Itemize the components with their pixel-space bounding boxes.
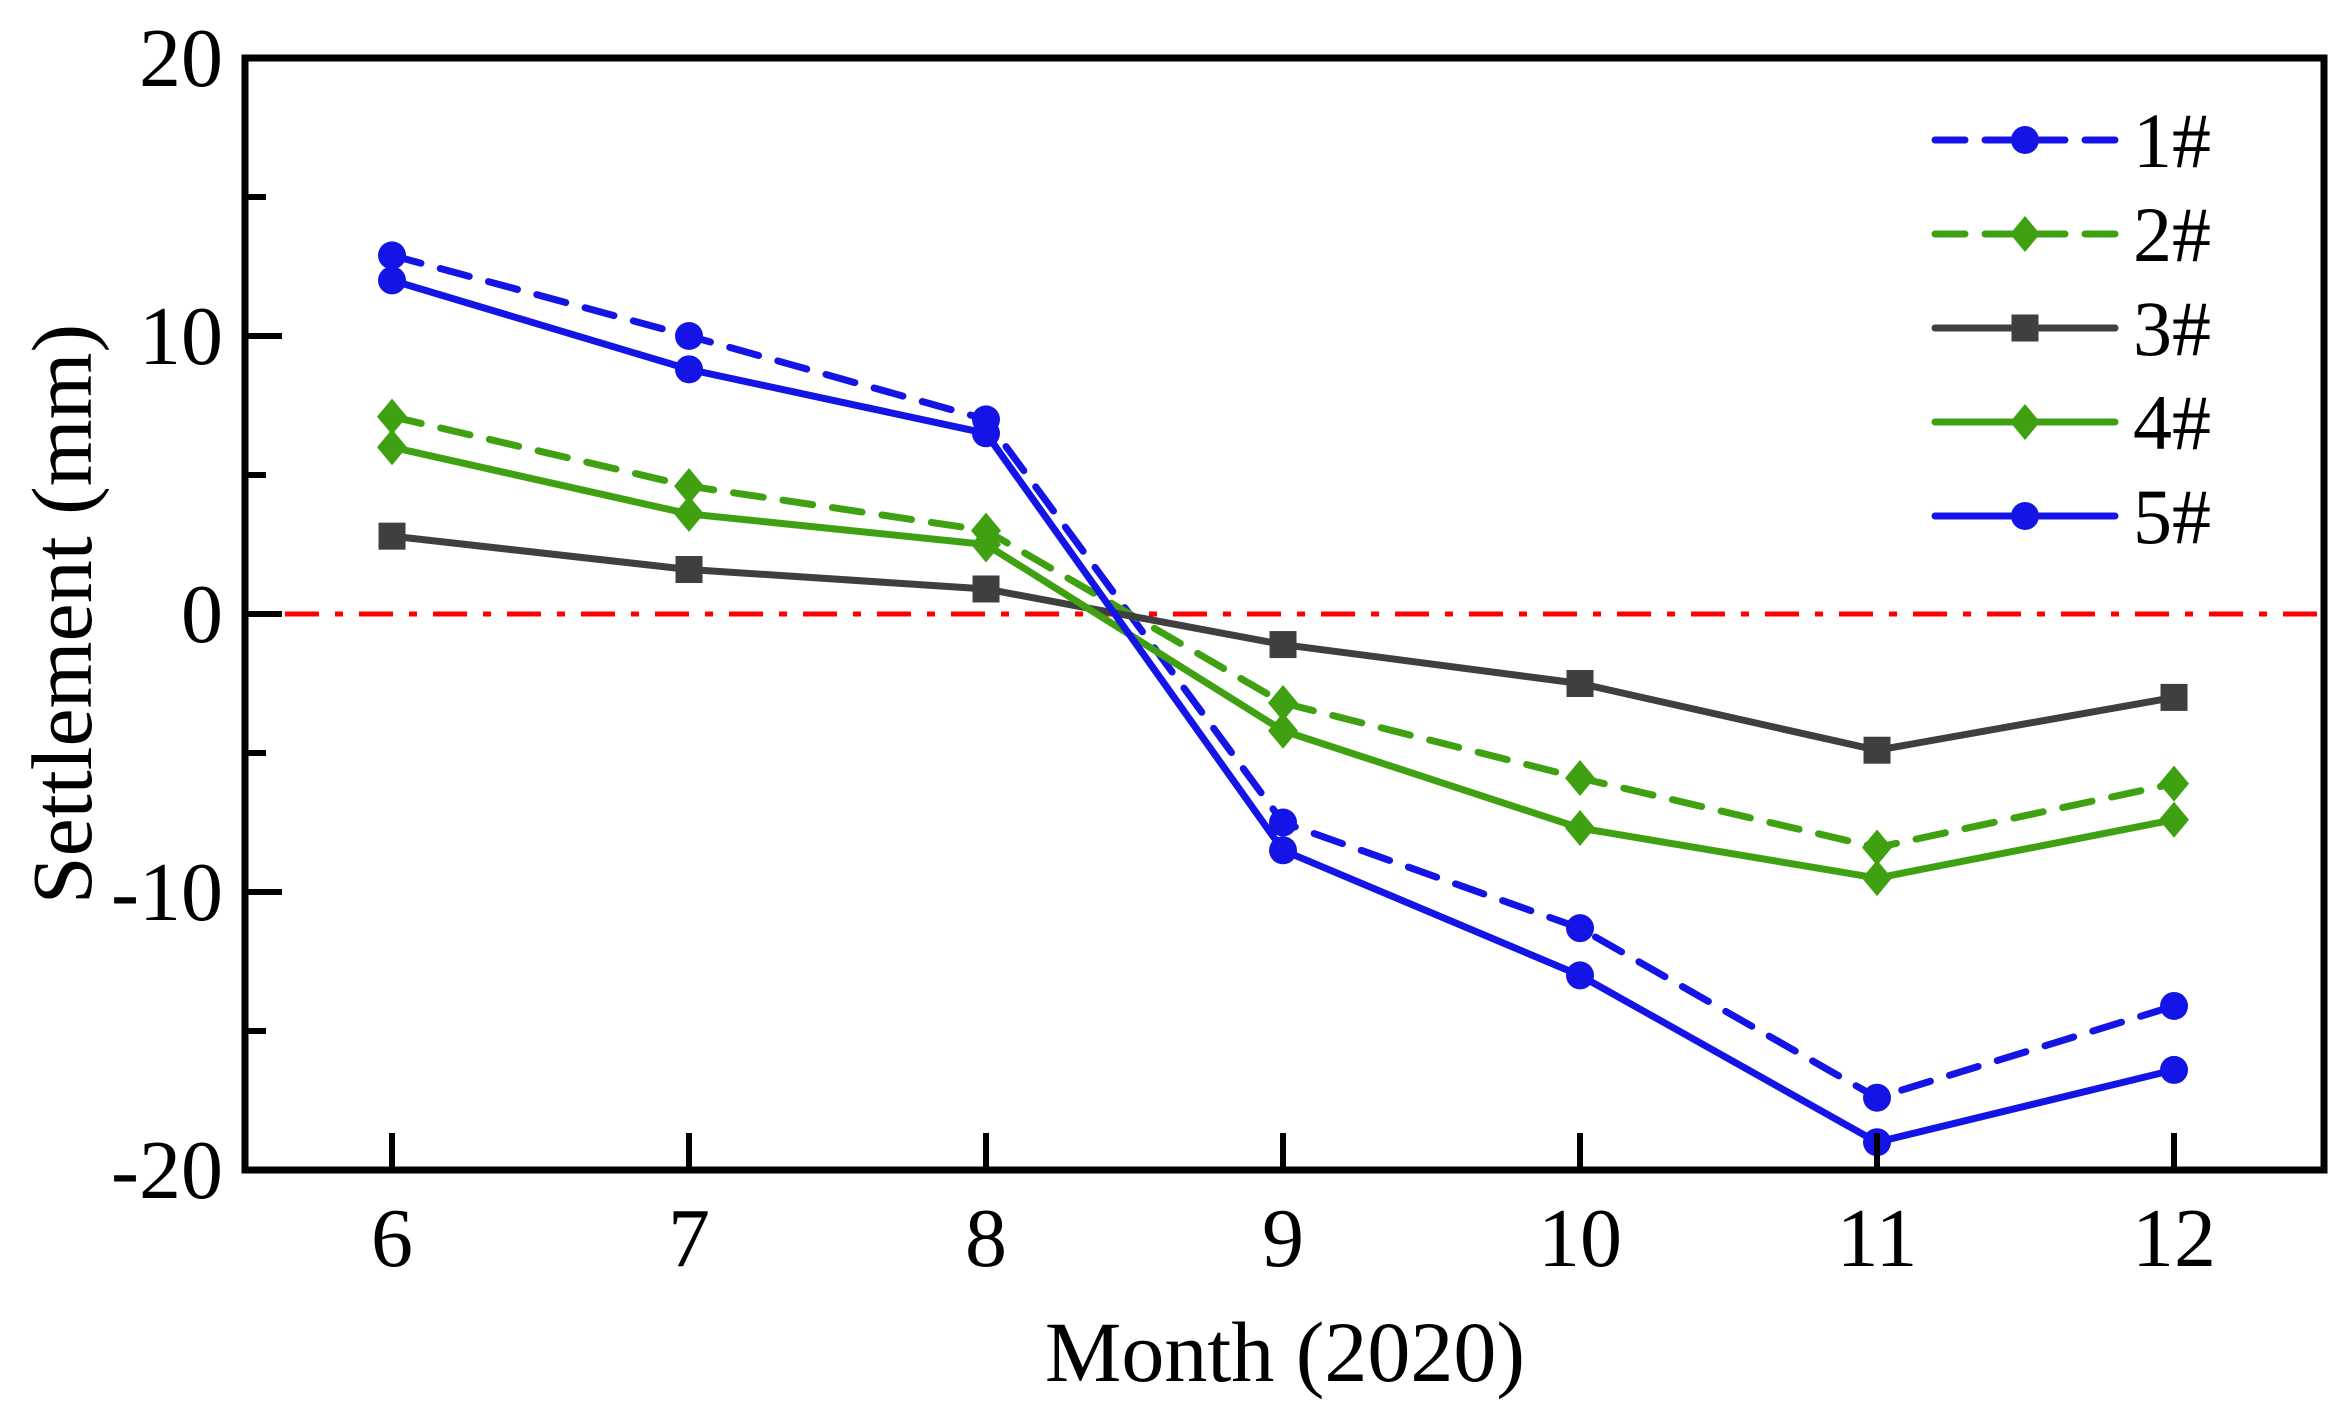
y-axis-title: Settlement (mm) — [14, 323, 110, 905]
legend-marker-1 — [2011, 126, 2039, 154]
series-3-point-month-7 — [675, 556, 703, 584]
series-4-point-month-8 — [971, 526, 1002, 563]
series-2-point-month-9 — [1268, 684, 1299, 721]
x-tick-label: 9 — [1262, 1192, 1304, 1285]
series-3-point-month-9 — [1269, 631, 1297, 659]
series-3-point-month-8 — [972, 575, 1000, 603]
series-5-point-month-10 — [1566, 961, 1595, 990]
legend-label-1: 1# — [2133, 97, 2211, 184]
series-3-point-month-6 — [378, 522, 406, 550]
series-1-point-month-12 — [2160, 991, 2189, 1020]
x-tick-label: 6 — [371, 1192, 413, 1285]
series-4-point-month-9 — [1268, 712, 1299, 749]
y-tick-label: 10 — [139, 290, 223, 383]
legend-marker-4 — [2010, 404, 2040, 440]
series-1-point-month-9 — [1269, 808, 1298, 837]
series-4-point-month-12 — [2159, 801, 2190, 838]
series-4-point-month-10 — [1565, 810, 1596, 847]
x-axis-title: Month (2020) — [1044, 1304, 1526, 1400]
legend-label-2: 2# — [2133, 191, 2211, 278]
series-3-point-month-11 — [1863, 736, 1891, 764]
series-3-point-month-12 — [2160, 683, 2188, 711]
series-2-point-month-10 — [1565, 760, 1596, 797]
series-4-point-month-7 — [674, 495, 705, 532]
legend-label-3: 3# — [2133, 285, 2211, 372]
x-tick-label: 8 — [965, 1192, 1007, 1285]
y-tick-label: 0 — [181, 568, 223, 661]
legend-label-5: 5# — [2133, 473, 2211, 560]
y-tick-label: 20 — [139, 12, 223, 105]
series-line-1 — [388, 251, 2178, 1102]
series-2-point-month-6 — [377, 398, 408, 435]
series-1-point-month-10 — [1566, 914, 1595, 943]
series-2-point-month-7 — [674, 468, 705, 505]
series-2-point-month-12 — [2159, 765, 2190, 802]
series-3-point-month-10 — [1566, 670, 1594, 697]
series-5-point-month-9 — [1269, 836, 1298, 865]
legend-marker-3 — [2011, 314, 2039, 342]
legend-marker-5 — [2011, 502, 2039, 530]
series-4-point-month-6 — [377, 429, 408, 466]
y-tick-label: -10 — [111, 846, 223, 939]
x-tick-label: 12 — [2132, 1192, 2216, 1285]
legend-marker-2 — [2010, 216, 2040, 252]
series-5-point-month-8 — [972, 419, 1001, 448]
series-5-point-month-6 — [378, 266, 407, 295]
x-tick-label: 7 — [668, 1192, 710, 1285]
x-tick-label: 11 — [1837, 1192, 1918, 1285]
series-4-point-month-11 — [1862, 860, 1893, 897]
legend-label-4: 4# — [2133, 379, 2211, 466]
series-5-point-month-12 — [2160, 1055, 2189, 1084]
x-tick-label: 10 — [1538, 1192, 1622, 1285]
series-2-point-month-11 — [1862, 829, 1893, 866]
series-1-point-month-11 — [1863, 1083, 1892, 1112]
y-tick-label: -20 — [111, 1124, 223, 1217]
series-1-point-month-6 — [378, 241, 407, 270]
series-5-point-month-7 — [675, 355, 704, 384]
series-1-point-month-7 — [675, 322, 704, 350]
